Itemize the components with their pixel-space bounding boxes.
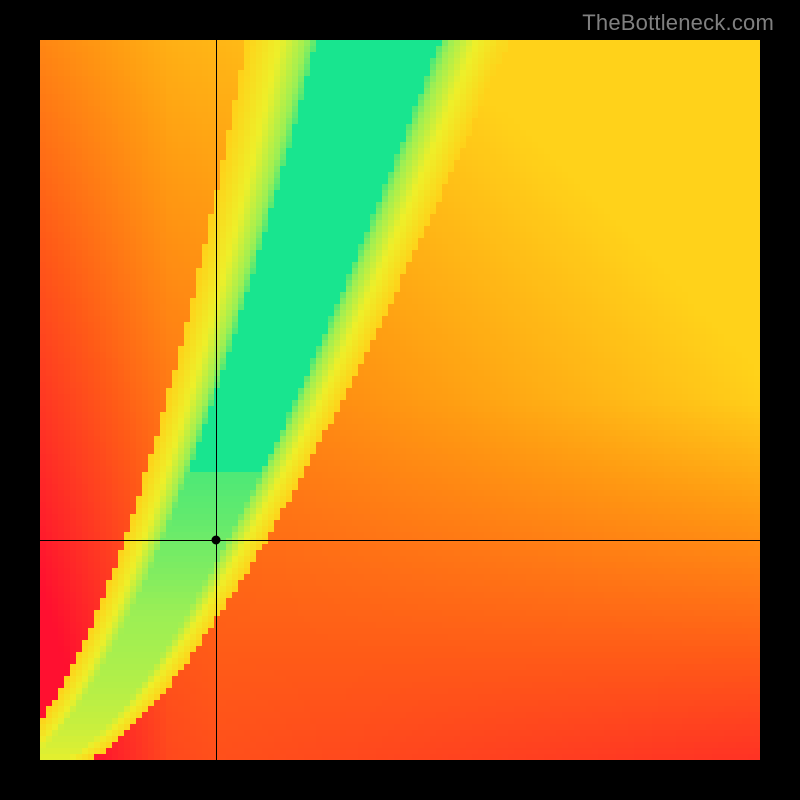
crosshair-horizontal bbox=[40, 540, 760, 541]
crosshair-vertical bbox=[216, 40, 217, 760]
watermark-text: TheBottleneck.com bbox=[582, 10, 774, 36]
heatmap-plot bbox=[40, 40, 760, 760]
chart-frame: TheBottleneck.com bbox=[0, 0, 800, 800]
crosshair-marker bbox=[212, 536, 221, 545]
heatmap-canvas bbox=[40, 40, 760, 760]
